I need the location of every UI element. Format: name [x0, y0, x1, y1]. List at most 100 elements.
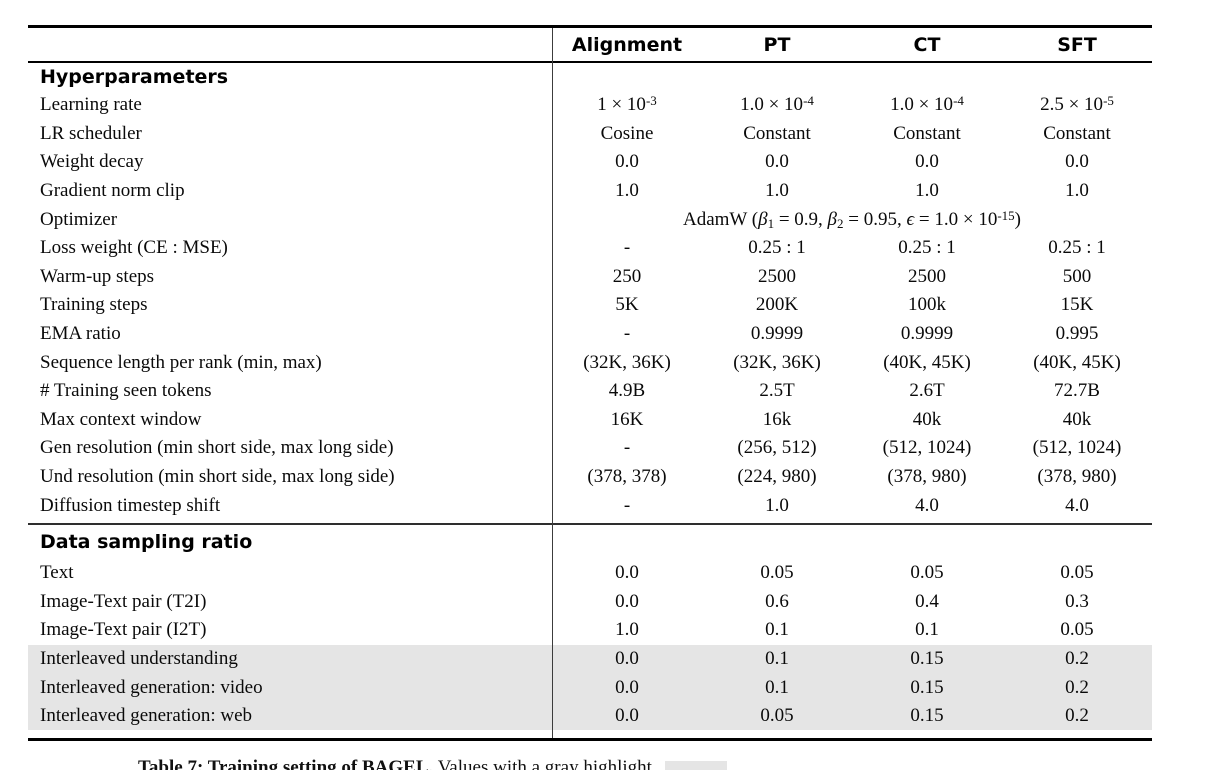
cell-value: 15K: [1060, 294, 1094, 316]
cell-value: 1.0: [765, 180, 789, 202]
cell-value: 0.1: [915, 619, 939, 641]
cell-value: 0.1: [765, 676, 789, 698]
cell-value: 0.0: [615, 705, 639, 727]
cell-value: 0.0: [1065, 151, 1089, 173]
cell-value: 1.0 × 10-4: [740, 93, 814, 116]
cell-value: 0.2: [1065, 676, 1089, 698]
table-row: Interleaved generation: video 0.0 0.1 0.15 0…: [28, 673, 1152, 702]
cell-value: 16k: [762, 408, 792, 430]
caption-label: Table 7: Training setting of BAGEL.: [138, 757, 434, 770]
table-row: Interleaved generation: web 0.0 0.05 0.15 0.…: [28, 701, 1152, 731]
gray-highlight-swatch: [664, 761, 727, 770]
cell-value: (40K, 45K): [1033, 351, 1121, 373]
cell-value: (32K, 36K): [583, 351, 671, 373]
table-row: Und resolution (min short side, max long…: [28, 463, 1152, 492]
cell-value: 1 × 10-3: [597, 93, 657, 116]
cell-value: 0.0: [615, 590, 639, 612]
cell-value: 0.05: [760, 705, 794, 727]
cell-value: 250: [612, 265, 642, 287]
cell-value: 4.0: [1065, 494, 1089, 516]
cell-value: 0.9999: [900, 323, 954, 345]
table-row: Diffusion timestep shift - 1.0 4.0 4.0: [28, 491, 1152, 520]
row-label: Diffusion timestep shift: [40, 494, 221, 516]
cell-value: 0.2: [1065, 647, 1089, 669]
table-row: # Training seen tokens 4.9B 2.5T 2.6T 72.7B: [28, 377, 1152, 406]
cell-value: 0.05: [910, 562, 944, 584]
table-row: Learning rate 1 × 10-3 1.0 × 10-4 1.0 × 10-…: [28, 91, 1152, 120]
row-label: Gen resolution (min short side, max long…: [40, 437, 394, 459]
cell-value: Cosine: [600, 122, 654, 144]
table-row: Sequence length per rank (min, max) (32K,…: [28, 348, 1152, 377]
table-row: Weight decay 0.0 0.0 0.0 0.0: [28, 148, 1152, 177]
table-body: Hyperparameters Learning rate 1 × 10-3 1.0 …: [28, 63, 1152, 731]
cell-value: 0.995: [1055, 323, 1099, 345]
row-label: Interleaved understanding: [40, 647, 238, 669]
cell-value: (378, 378): [587, 466, 667, 488]
cell-value: 0.4: [915, 590, 939, 612]
cell-value: Constant: [743, 122, 811, 144]
paper-table: Alignment PT CT SFT Hyperparameters Learning…: [28, 25, 1152, 731]
table-header-row: Alignment PT CT SFT: [28, 28, 1152, 63]
row-label: Image-Text pair (I2T): [40, 619, 207, 641]
section-title: Hyperparameters: [40, 66, 229, 88]
cell-value: 0.0: [615, 562, 639, 584]
column-header: CT: [913, 33, 941, 56]
cell-value: 0.0: [915, 151, 939, 173]
table-row: Image-Text pair (I2T) 1.0 0.1 0.1 0.05: [28, 616, 1152, 645]
row-label: Warm-up steps: [40, 265, 155, 287]
table-bottom-rule: [28, 738, 1152, 741]
table-row: Optimizer AdamW (β1 = 0.9, β2 = 0.95, ϵ =…: [28, 205, 1152, 234]
cell-value: 0.1: [765, 619, 789, 641]
table-row: Image-Text pair (T2I) 0.0 0.6 0.4 0.3: [28, 588, 1152, 617]
cell-value: 2500: [908, 265, 946, 287]
cell-value: 16K: [610, 408, 644, 430]
table-row: Gen resolution (min short side, max long…: [28, 434, 1152, 463]
table-row: Interleaved understanding 0.0 0.1 0.15 0.2: [28, 644, 1152, 674]
cell-value: 200K: [755, 294, 799, 316]
row-label: Und resolution (min short side, max long…: [40, 466, 395, 488]
cell-value: 4.0: [915, 494, 939, 516]
cell-value: (512, 1024): [1032, 437, 1122, 459]
cell-value: 0.2: [1065, 705, 1089, 727]
row-label: Text: [40, 562, 74, 584]
column-header: PT: [763, 33, 791, 56]
cell-value: 1.0: [615, 180, 639, 202]
row-label: LR scheduler: [40, 122, 142, 144]
cell-value: 0.15: [910, 676, 944, 698]
row-label: Weight decay: [40, 151, 144, 173]
cell-value: 0.05: [1060, 562, 1094, 584]
cell-value: (512, 1024): [882, 437, 972, 459]
caption-text: Values with a gray highlight: [437, 757, 652, 770]
table-row: EMA ratio - 0.9999 0.9999 0.995: [28, 320, 1152, 349]
column-header: Alignment: [571, 33, 683, 56]
cell-value: (378, 980): [887, 466, 967, 488]
cell-value: 0.15: [910, 705, 944, 727]
row-label: Optimizer: [40, 208, 118, 230]
cell-value: 0.25 : 1: [898, 237, 956, 259]
row-label: Max context window: [40, 408, 202, 430]
table-row: Max context window 16K 16k 40k 40k: [28, 406, 1152, 435]
cell-value: 0.1: [765, 647, 789, 669]
column-header: SFT: [1057, 33, 1097, 56]
table-row: Text 0.0 0.05 0.05 0.05: [28, 559, 1152, 588]
cell-value: 0.25 : 1: [1048, 237, 1106, 259]
cell-value: 0.0: [615, 647, 639, 669]
row-label: Sequence length per rank (min, max): [40, 351, 322, 373]
row-label: # Training seen tokens: [40, 380, 212, 402]
table-section: Hyperparameters Learning rate 1 × 10-3 1.0 …: [28, 63, 1152, 520]
table-row: LR scheduler Cosine Constant Constant Consta…: [28, 120, 1152, 149]
table-row: Warm-up steps 250 2500 2500 500: [28, 263, 1152, 292]
cell-value: -: [623, 494, 631, 516]
row-label: Image-Text pair (T2I): [40, 590, 207, 612]
cell-value: (378, 980): [1037, 466, 1117, 488]
cell-value: 0.9999: [750, 323, 804, 345]
cell-value-span: AdamW (β1 = 0.9, β2 = 0.95, ϵ = 1.0 × 10…: [683, 207, 1021, 231]
row-label: Interleaved generation: web: [40, 705, 253, 727]
table-row: Loss weight (CE : MSE) - 0.25 : 1 0.25 : 1 0…: [28, 234, 1152, 263]
cell-value: 0.3: [1065, 590, 1089, 612]
column-divider-line: [552, 28, 554, 739]
cell-value: 40k: [1062, 408, 1092, 430]
cell-value: 2.5T: [759, 380, 795, 402]
cell-value: (32K, 36K): [733, 351, 821, 373]
cell-value: 4.9B: [608, 380, 646, 402]
